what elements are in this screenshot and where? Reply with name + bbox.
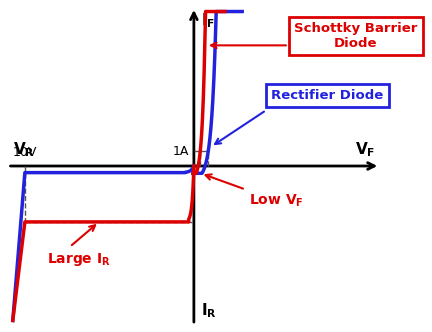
Text: Rectifier Diode: Rectifier Diode <box>271 89 384 102</box>
Text: 1A: 1A <box>172 145 189 158</box>
Text: $\mathbf{I_F}$: $\mathbf{I_F}$ <box>201 12 215 30</box>
Text: Large $\mathbf{I_R}$: Large $\mathbf{I_R}$ <box>47 251 111 268</box>
Text: Schottky Barrier
Diode: Schottky Barrier Diode <box>294 22 417 50</box>
Text: $\mathbf{V_R}$: $\mathbf{V_R}$ <box>13 140 35 159</box>
Text: Low $\mathbf{V_F}$: Low $\mathbf{V_F}$ <box>249 193 304 209</box>
Text: $\mathbf{I_R}$: $\mathbf{I_R}$ <box>201 302 216 320</box>
Text: $\mathbf{V_F}$: $\mathbf{V_F}$ <box>355 140 375 159</box>
Text: 10V: 10V <box>13 146 37 159</box>
